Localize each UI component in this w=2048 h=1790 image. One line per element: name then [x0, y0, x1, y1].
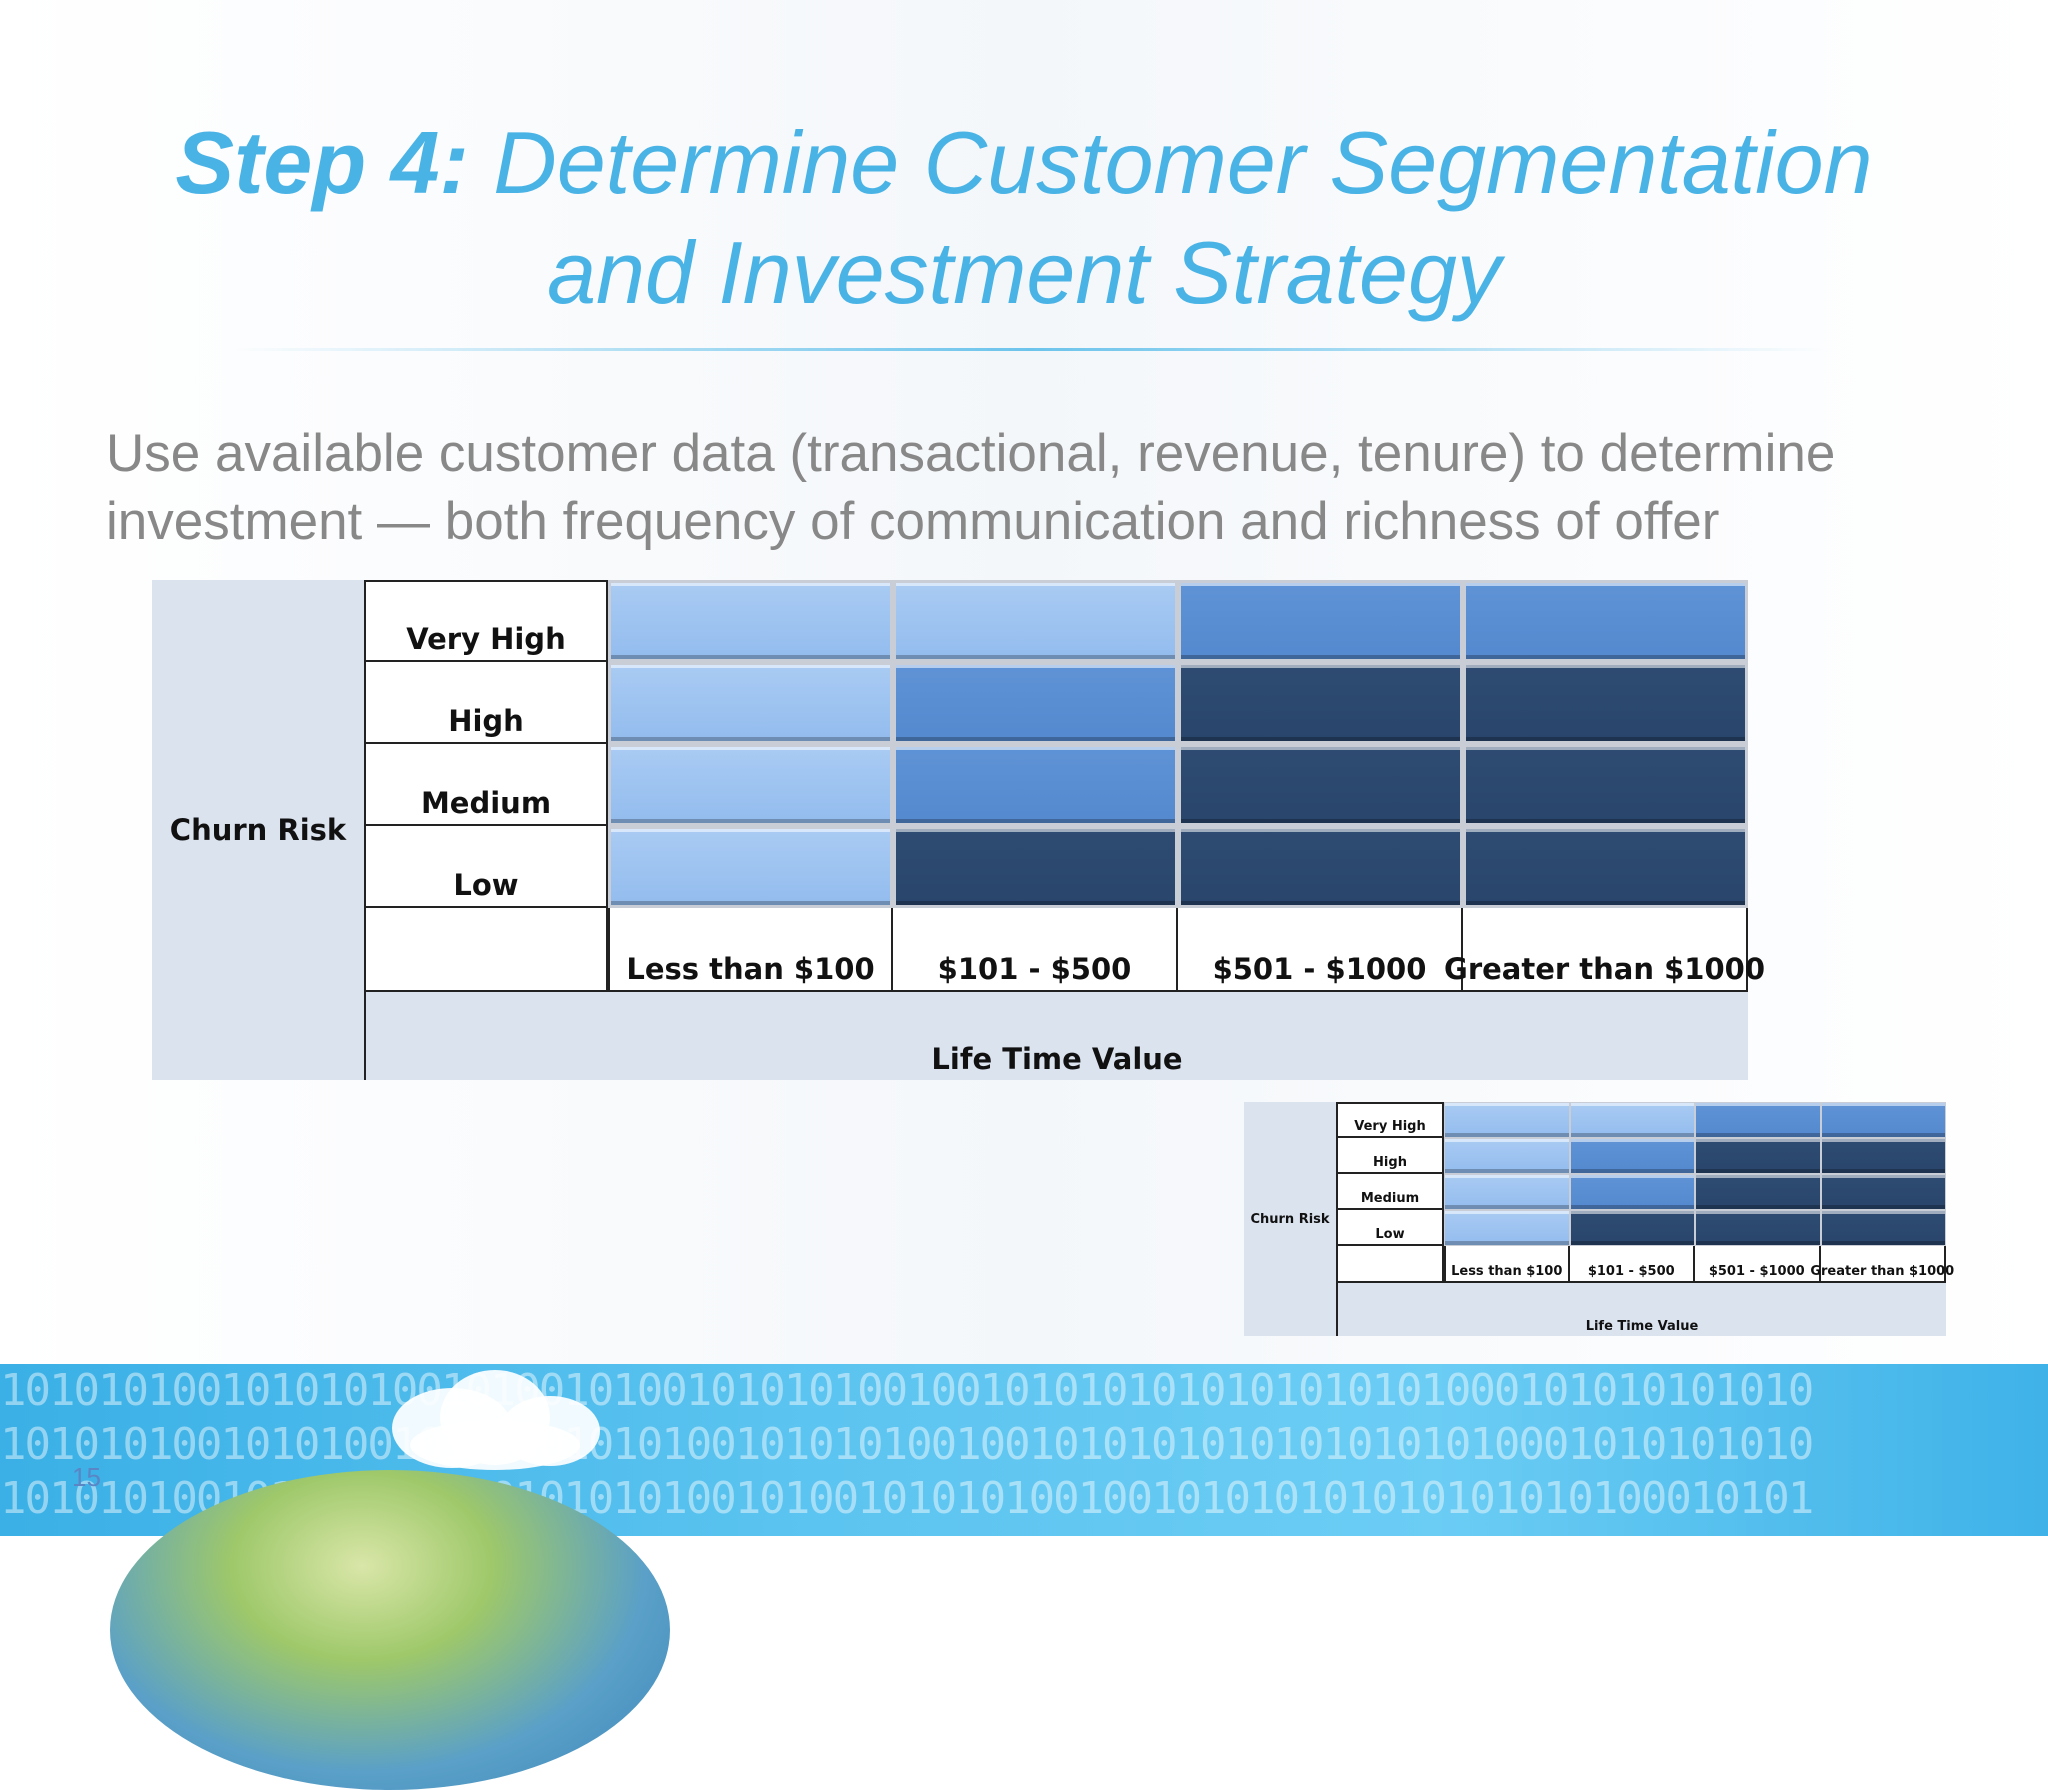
segment-tile	[893, 662, 1178, 744]
segment-tile	[1695, 1102, 1821, 1138]
page-number: 15	[72, 1462, 101, 1492]
segment-tile	[1178, 662, 1463, 744]
segment-tile	[1569, 1138, 1695, 1174]
column-label: $101 - $500	[893, 908, 1178, 992]
column-label: $501 - $1000	[1178, 908, 1463, 992]
column-label: Less than $100	[608, 908, 893, 992]
column-label: $501 - $1000	[1695, 1246, 1821, 1283]
segmentation-matrix-thumbnail: Churn Risk Very High High Medium Low Less tha…	[1244, 1102, 1954, 1336]
title-step: Step 4:	[175, 113, 469, 212]
segment-tile	[1695, 1174, 1821, 1210]
segment-tile	[1178, 580, 1463, 662]
segment-tile	[608, 580, 893, 662]
segment-tile	[1444, 1102, 1570, 1138]
globe-icon	[110, 1470, 670, 1790]
segment-tile	[608, 662, 893, 744]
life-time-value-band: Life Time Value	[1338, 1283, 1946, 1336]
row-label: Low	[366, 826, 608, 908]
column-label: Greater than $1000	[1810, 1246, 1954, 1283]
segment-tile	[1444, 1174, 1570, 1210]
binary-line-2: 1010101001010100101010010101001010101001…	[0, 1419, 1814, 1470]
row-label: Very High	[1338, 1102, 1444, 1138]
column-label: Greater than $1000	[1444, 908, 1765, 992]
segment-tile	[1695, 1210, 1821, 1246]
segment-tile	[1444, 1138, 1570, 1174]
segment-tile	[1569, 1102, 1695, 1138]
slide-title: Step 4: Determine Customer Segmentation …	[0, 108, 2048, 328]
segment-tile	[1695, 1138, 1821, 1174]
row-label: Very High	[366, 580, 608, 662]
churn-risk-band: Churn Risk	[1244, 1102, 1338, 1336]
segment-tile	[1444, 1210, 1570, 1246]
segment-tile	[1569, 1210, 1695, 1246]
row-label: Medium	[1338, 1174, 1444, 1210]
row-label: Low	[1338, 1210, 1444, 1246]
segmentation-matrix: Churn Risk Very High High Medium Low Less tha…	[152, 580, 1765, 1080]
body-text: Use available customer data (transaction…	[106, 424, 1836, 551]
segment-tile	[1463, 826, 1748, 908]
segment-tile	[1820, 1138, 1946, 1174]
segment-tile	[893, 580, 1178, 662]
blank-cell	[1338, 1246, 1444, 1283]
segment-tile	[893, 826, 1178, 908]
life-time-value-band: Life Time Value	[366, 992, 1748, 1080]
segment-tile	[893, 744, 1178, 826]
title-line-2: and Investment Strategy	[547, 223, 1501, 322]
row-label: Medium	[366, 744, 608, 826]
segment-tile	[1820, 1174, 1946, 1210]
row-label: High	[1338, 1138, 1444, 1174]
title-line-1: Step 4: Determine Customer Segmentation	[0, 108, 2048, 218]
segment-tile	[1569, 1174, 1695, 1210]
binary-line-1: 1010101001010101001010010100101010100100…	[0, 1365, 1814, 1416]
segment-tile	[1463, 744, 1748, 826]
segment-tile	[1820, 1102, 1946, 1138]
column-label: Less than $100	[1444, 1246, 1570, 1283]
segment-tile	[1463, 662, 1748, 744]
segment-tile	[1178, 826, 1463, 908]
row-label: High	[366, 662, 608, 744]
segment-tile	[1463, 580, 1748, 662]
title-line-1-rest: Determine Customer Segmentation	[493, 113, 1873, 212]
segment-tile	[608, 826, 893, 908]
column-label: $101 - $500	[1569, 1246, 1695, 1283]
segment-tile	[1820, 1210, 1946, 1246]
title-underline	[230, 348, 1830, 351]
blank-cell	[366, 908, 608, 992]
segment-tile	[1178, 744, 1463, 826]
segment-tile	[608, 744, 893, 826]
churn-risk-band: Churn Risk	[152, 580, 366, 1080]
